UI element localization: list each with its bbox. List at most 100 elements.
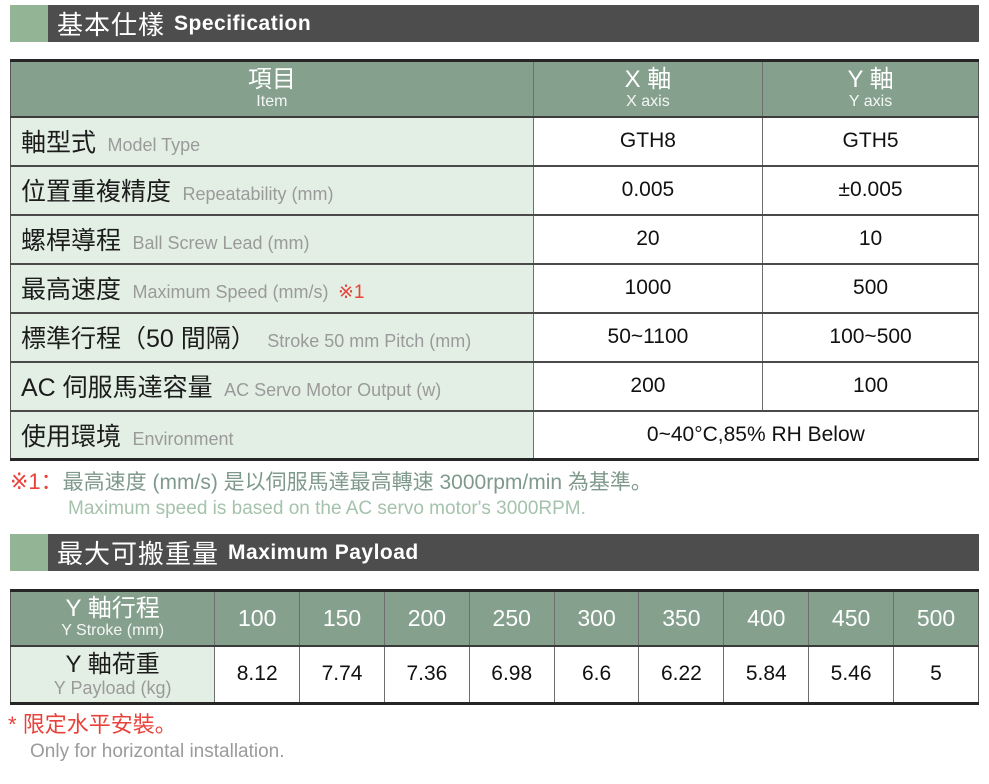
note-reference-mark: ※1: [337, 282, 365, 303]
speed-footnote-line-zh: ※1：最高速度 (mm/s) 是以伺服馬達最高轉速 3000rpm/min 為基…: [10, 468, 979, 496]
value-stroke-y: 100~500: [762, 311, 979, 362]
y-payload-label-en: Y Payload (kg): [53, 677, 172, 698]
payload-data-row: Y 軸荷重 Y Payload (kg) 8.12 7.74 7.36 6.98…: [9, 645, 979, 704]
spec-sheet-page: 基本仕樣 Specification 項目 Item X 軸 X axis Y …: [0, 5, 989, 784]
specification-table: 項目 Item X 軸 X axis Y 軸 Y axis 軸型式 Model …: [10, 59, 980, 461]
row-label-en: AC Servo Motor Output (w): [224, 380, 442, 400]
column-header-item: 項目 Item: [10, 60, 534, 118]
footnote-marker: ※1：: [10, 469, 63, 494]
stroke-value-400: 400: [723, 590, 810, 647]
row-label-zh: 位置重複精度: [21, 178, 172, 206]
stroke-value-100: 100: [214, 590, 301, 647]
title-bar-body: 基本仕樣 Specification: [48, 5, 979, 42]
row-label-en: Model Type: [107, 135, 201, 155]
spec-row-servo-motor-output: AC 伺服馬達容量 AC Servo Motor Output (w) 200 …: [10, 360, 979, 411]
column-header-x-axis-en: X axis: [626, 92, 670, 110]
payload-value-500: 5: [893, 645, 979, 704]
stroke-value-150: 150: [299, 590, 385, 647]
column-header-x-axis-zh: X 軸: [624, 65, 672, 93]
payload-value-300: 6.6: [553, 645, 640, 704]
row-label-maximum-speed: 最高速度 Maximum Speed (mm/s) ※1: [10, 262, 534, 313]
row-label-zh: 最高速度: [21, 276, 122, 304]
payload-value-250: 6.98: [468, 645, 555, 704]
y-stroke-header-zh: Y 軸行程: [65, 595, 160, 623]
row-label-zh: AC 伺服馬達容量: [21, 374, 213, 402]
section-title-en: Maximum Payload: [228, 540, 419, 564]
payload-value-400: 5.84: [723, 645, 810, 704]
payload-value-450: 5.46: [808, 645, 895, 704]
column-header-item-en: Item: [256, 92, 288, 110]
column-header-y-axis: Y 軸 Y axis: [762, 60, 979, 118]
row-label-zh: 標準行程（50 間隔）: [21, 325, 256, 353]
column-header-y-axis-zh: Y 軸: [847, 65, 894, 93]
installation-footnote-line-zh: * 限定水平安裝。: [8, 711, 979, 739]
title-bar-body: 最大可搬重量 Maximum Payload: [48, 534, 979, 571]
value-environment: 0~40°C,85% RH Below: [532, 409, 980, 460]
stroke-value-500: 500: [893, 590, 979, 647]
value-repeatability-x: 0.005: [532, 164, 764, 215]
row-label-en: Stroke 50 mm Pitch (mm): [267, 331, 472, 351]
row-label-stroke: 標準行程（50 間隔） Stroke 50 mm Pitch (mm): [10, 311, 534, 362]
column-header-y-stroke: Y 軸行程 Y Stroke (mm): [9, 590, 216, 647]
value-repeatability-y: ±0.005: [762, 164, 979, 215]
spec-header-row: 項目 Item X 軸 X axis Y 軸 Y axis: [10, 60, 979, 118]
row-label-en: Environment: [132, 428, 234, 449]
stroke-value-350: 350: [638, 590, 725, 647]
row-label-en: Maximum Speed (mm/s): [132, 282, 329, 302]
footnote-text-zh: 最高速度 (mm/s) 是以伺服馬達最高轉速 3000rpm/min 為基準。: [62, 471, 652, 494]
payload-value-350: 6.22: [638, 645, 725, 704]
row-label-en: Ball Screw Lead (mm): [132, 233, 310, 253]
value-maximum-speed-x: 1000: [532, 262, 764, 313]
row-label-zh: 軸型式: [21, 129, 97, 157]
value-model-type-y: GTH5: [762, 116, 979, 166]
row-label-servo-motor-output: AC 伺服馬達容量 AC Servo Motor Output (w): [10, 360, 534, 411]
row-label-zh: 螺桿導程: [21, 227, 122, 255]
column-header-y-axis-en: Y axis: [848, 92, 893, 110]
row-label-y-payload: Y 軸荷重 Y Payload (kg): [9, 645, 216, 704]
installation-footnote: * 限定水平安裝。 Only for horizontal installati…: [8, 711, 979, 764]
row-label-repeatability: 位置重複精度 Repeatability (mm): [10, 164, 534, 215]
payload-value-100: 8.12: [214, 645, 301, 704]
spec-row-repeatability: 位置重複精度 Repeatability (mm) 0.005 ±0.005: [10, 164, 979, 215]
payload-header-row: Y 軸行程 Y Stroke (mm) 100 150 200 250 300 …: [9, 590, 979, 647]
row-label-environment: 使用環境 Environment: [10, 409, 534, 460]
section-title-maximum-payload: 最大可搬重量 Maximum Payload: [10, 534, 979, 571]
value-ball-screw-lead-x: 20: [532, 213, 764, 264]
speed-footnote-line-en: Maximum speed is based on the AC servo m…: [68, 498, 586, 519]
title-accent-square: [10, 5, 48, 42]
value-maximum-speed-y: 500: [762, 262, 979, 313]
title-accent-square: [10, 534, 48, 571]
stroke-value-250: 250: [468, 590, 555, 647]
column-header-x-axis: X 軸 X axis: [532, 60, 764, 118]
value-servo-motor-output-y: 100: [762, 360, 979, 411]
stroke-value-450: 450: [808, 590, 895, 647]
spec-row-ball-screw-lead: 螺桿導程 Ball Screw Lead (mm) 20 10: [10, 213, 979, 264]
value-ball-screw-lead-y: 10: [762, 213, 979, 264]
footnote-text-zh: 限定水平安裝。: [22, 712, 177, 737]
spec-row-environment: 使用環境 Environment 0~40°C,85% RH Below: [10, 409, 980, 460]
section-title-specification: 基本仕樣 Specification: [10, 5, 979, 42]
speed-footnote: ※1：最高速度 (mm/s) 是以伺服馬達最高轉速 3000rpm/min 為基…: [10, 468, 979, 521]
spec-row-model-type: 軸型式 Model Type GTH8 GTH5: [10, 116, 979, 166]
section-title-zh: 基本仕樣: [57, 10, 166, 40]
spec-row-stroke: 標準行程（50 間隔） Stroke 50 mm Pitch (mm) 50~1…: [10, 311, 979, 362]
row-label-en: Repeatability (mm): [182, 184, 334, 204]
section-title-en: Specification: [174, 11, 312, 35]
payload-value-200: 7.36: [383, 645, 470, 704]
payload-value-150: 7.74: [299, 645, 385, 704]
row-label-model-type: 軸型式 Model Type: [10, 116, 534, 166]
row-label-ball-screw-lead: 螺桿導程 Ball Screw Lead (mm): [10, 213, 534, 264]
y-stroke-header-en: Y Stroke (mm): [61, 622, 165, 640]
spec-row-maximum-speed: 最高速度 Maximum Speed (mm/s) ※1 1000 500: [10, 262, 979, 313]
installation-footnote-line-en: Only for horizontal installation.: [30, 741, 285, 762]
section-title-zh: 最大可搬重量: [57, 539, 220, 569]
footnote-marker: *: [8, 712, 17, 737]
y-payload-label-zh: Y 軸荷重: [65, 650, 160, 678]
value-servo-motor-output-x: 200: [532, 360, 764, 411]
column-header-item-zh: 項目: [247, 65, 296, 93]
row-label-zh: 使用環境: [21, 422, 122, 451]
maximum-payload-table: Y 軸行程 Y Stroke (mm) 100 150 200 250 300 …: [9, 589, 979, 705]
stroke-value-200: 200: [383, 590, 470, 647]
stroke-value-300: 300: [553, 590, 640, 647]
value-model-type-x: GTH8: [532, 116, 764, 166]
